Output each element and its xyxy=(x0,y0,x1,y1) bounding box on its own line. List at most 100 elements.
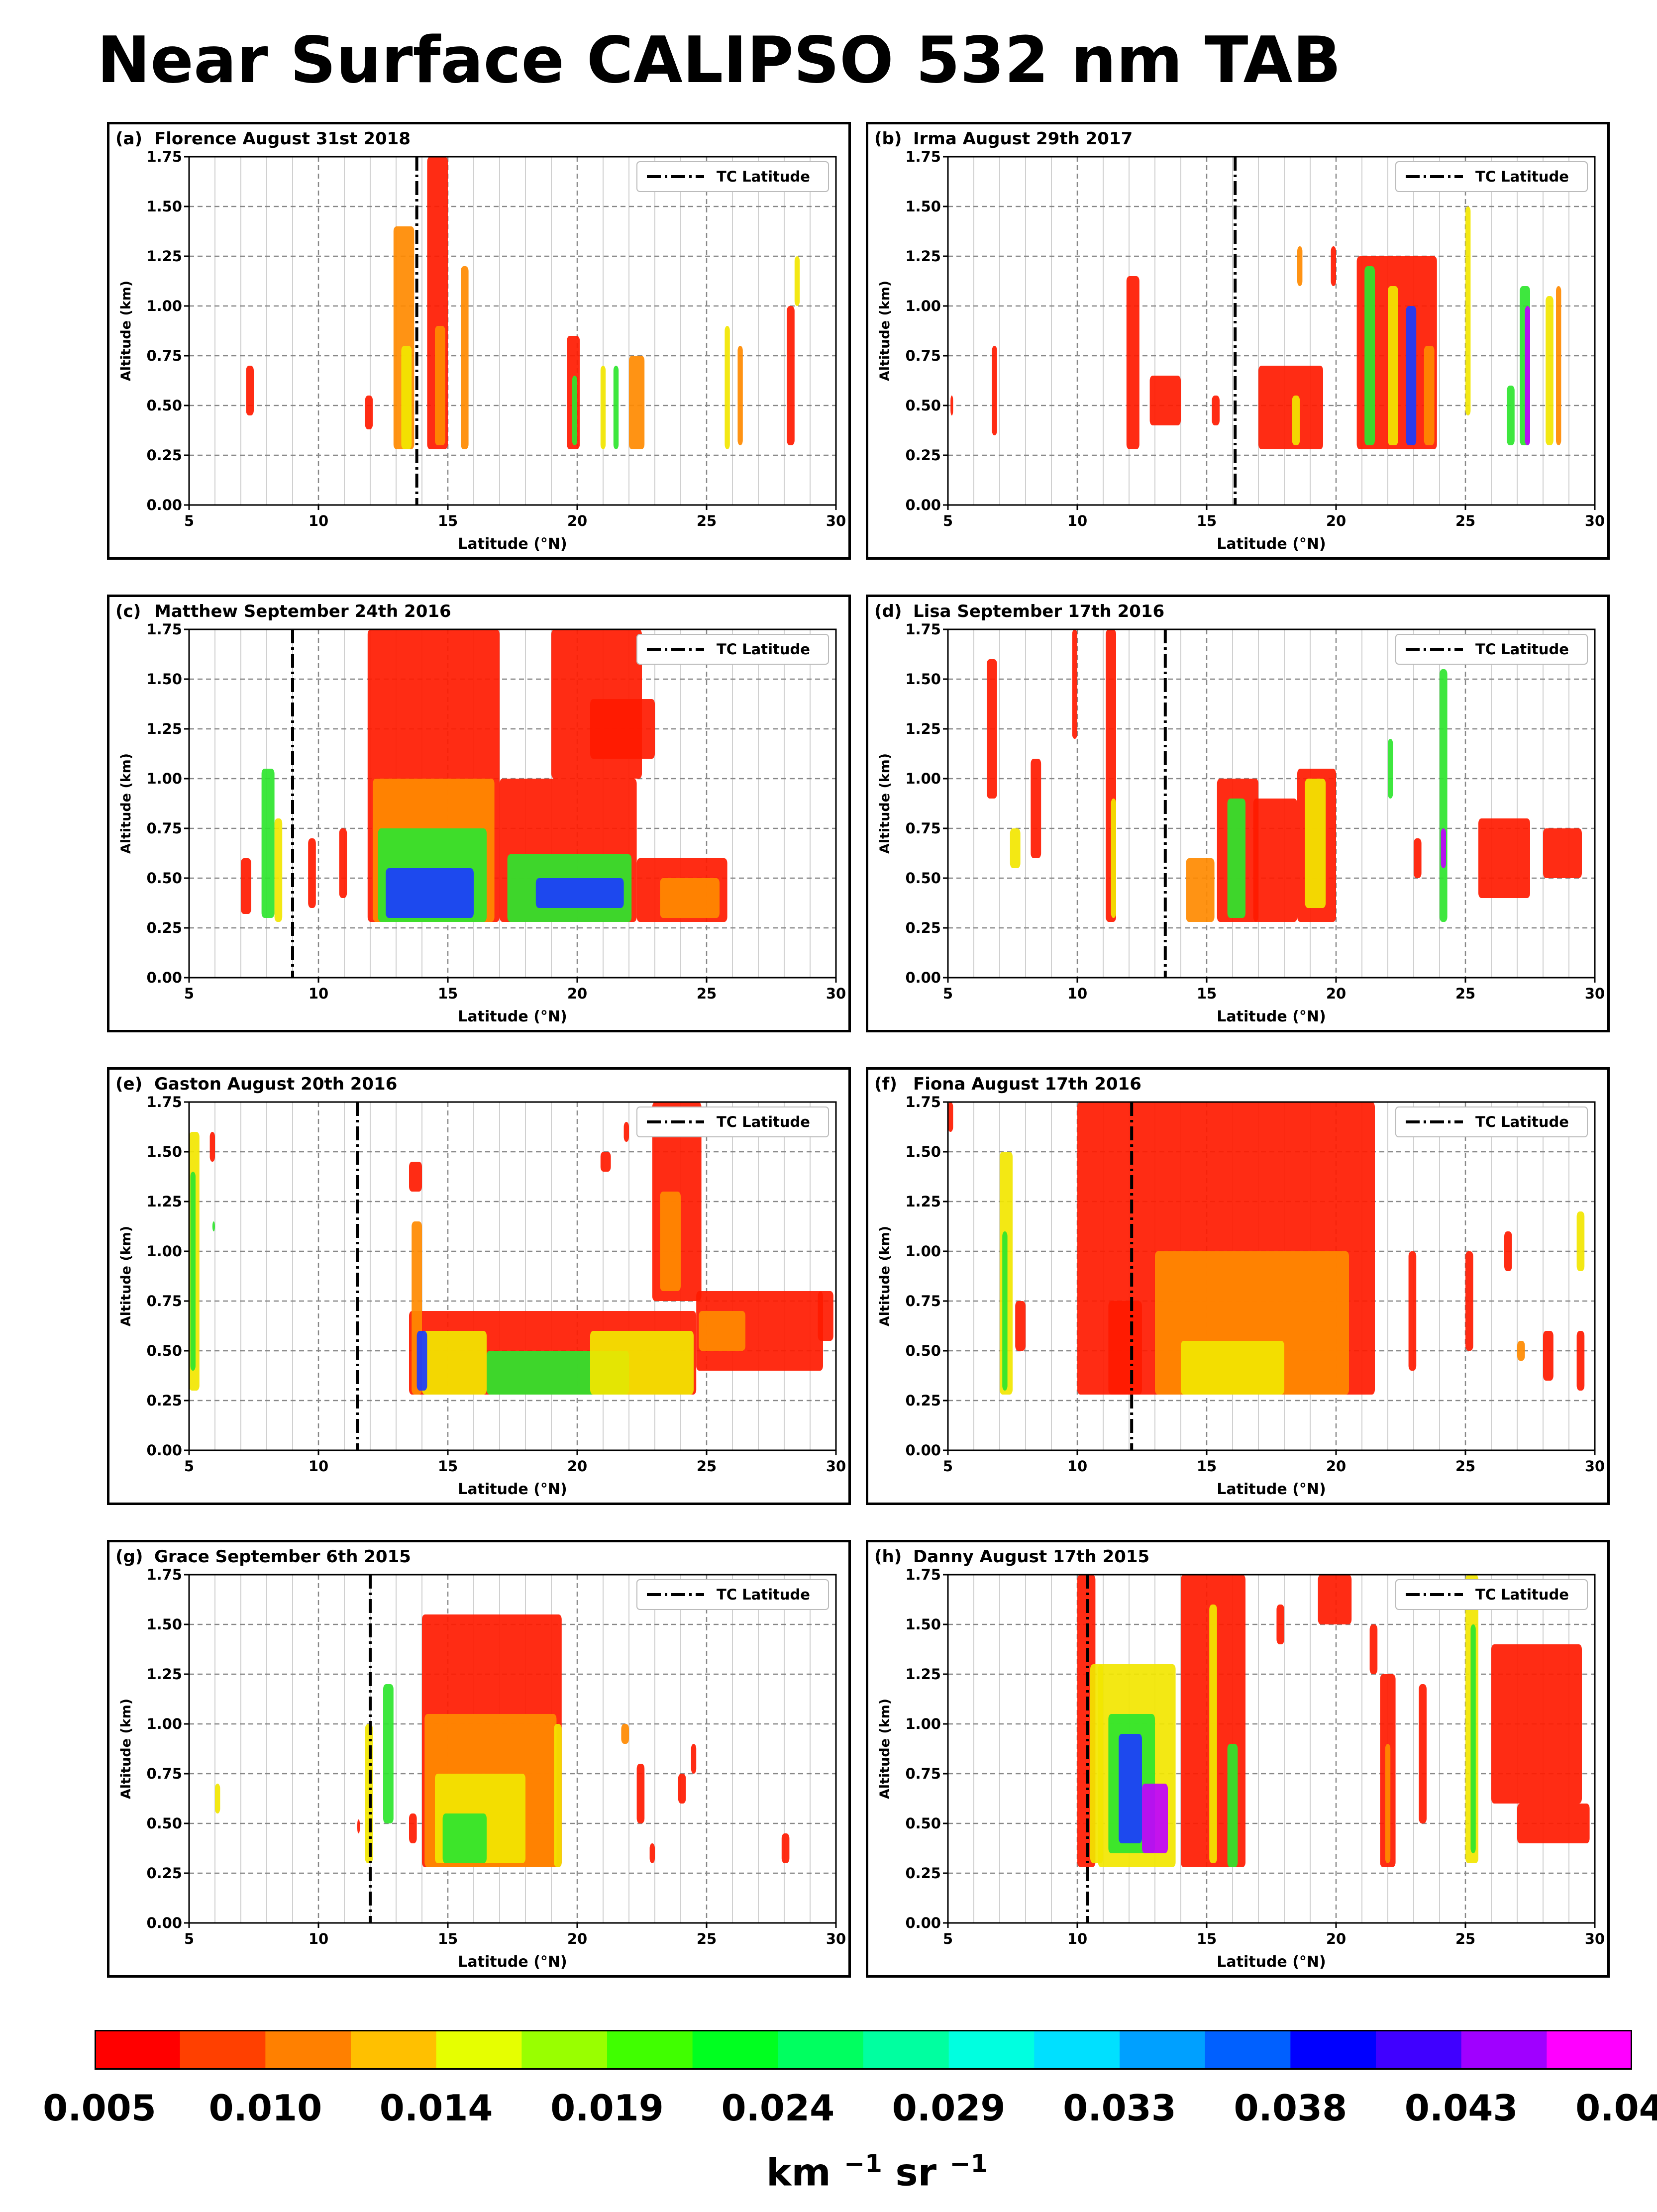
data-layer xyxy=(987,629,1582,922)
x-tick-label: 30 xyxy=(1585,512,1605,529)
data-patch xyxy=(950,396,953,415)
y-tick-label: 0.00 xyxy=(146,969,182,986)
data-patch xyxy=(590,699,655,759)
legend-label: TC Latitude xyxy=(1475,1586,1569,1603)
x-tick-label: 15 xyxy=(438,1458,458,1475)
data-patch xyxy=(212,1221,215,1231)
data-patch xyxy=(660,1192,681,1291)
colorbar-tick-label: 0.005 xyxy=(43,2087,156,2129)
x-tick-label: 20 xyxy=(1326,985,1346,1002)
data-patch xyxy=(1258,366,1323,449)
data-patch xyxy=(1108,1301,1142,1395)
data-patch xyxy=(209,1132,215,1162)
panel-b: 5 10 15 20 25 30 0.00 0.25 0.50 0.75 1.00 1.25 1.50 1… xyxy=(866,122,1610,560)
x-tick-label: 5 xyxy=(184,1930,194,1947)
y-tick-label: 0.50 xyxy=(905,397,941,414)
panel-f: 5 10 15 20 25 30 0.00 0.25 0.50 0.75 1.00 1.25 1.50 1… xyxy=(866,1067,1610,1505)
y-tick-label: 1.25 xyxy=(146,248,182,265)
data-patch xyxy=(660,878,720,918)
data-patch xyxy=(1227,799,1245,918)
data-patch xyxy=(948,1102,953,1132)
panel-plot: 5 10 15 20 25 30 0.00 0.25 0.50 0.75 1.00 1.25 1.50 1… xyxy=(874,602,1605,1025)
units-exp1: −1 xyxy=(844,2149,882,2178)
x-tick-label: 10 xyxy=(1067,1930,1087,1947)
data-patch xyxy=(992,346,997,435)
y-axis-label: Altitude (km) xyxy=(118,1699,134,1799)
x-tick-label: 15 xyxy=(438,512,458,529)
y-tick-label: 1.00 xyxy=(905,298,941,314)
data-patch xyxy=(1385,1744,1391,1863)
x-tick-label: 25 xyxy=(1455,1930,1475,1947)
x-tick-label: 30 xyxy=(1585,1458,1605,1475)
axes-frame xyxy=(188,628,837,979)
colorbar-tick-label: 0.038 xyxy=(1234,2087,1347,2129)
y-tick-label: 0.50 xyxy=(146,1815,182,1832)
panel-title: Florence August 31st 2018 xyxy=(154,129,411,149)
data-layer xyxy=(950,206,1561,449)
data-patch xyxy=(987,659,997,799)
panel-label: (h) xyxy=(874,1547,902,1567)
x-tick-label: 5 xyxy=(943,1930,953,1947)
main-title: Near Surface CALIPSO 532 nm TAB xyxy=(97,23,1342,98)
x-tick-label: 20 xyxy=(1326,512,1346,529)
panel-label: (c) xyxy=(115,602,141,621)
data-patch xyxy=(1305,779,1326,908)
data-patch xyxy=(1470,1624,1476,1853)
data-patch xyxy=(1440,669,1448,922)
x-axis-label: Latitude (°N) xyxy=(1217,1008,1326,1025)
panel-g: 5 10 15 20 25 30 0.00 0.25 0.50 0.75 1.00 1.25 1.50 1… xyxy=(107,1540,851,1978)
data-patch xyxy=(274,818,283,922)
colorbar-tick-label: 0.043 xyxy=(1404,2087,1518,2129)
data-patch xyxy=(1181,1341,1284,1395)
panel-c: 5 10 15 20 25 30 0.00 0.25 0.50 0.75 1.00 1.25 1.50 1… xyxy=(107,595,851,1032)
axes-frame xyxy=(947,1574,1596,1924)
y-tick-label: 0.50 xyxy=(905,1815,941,1832)
x-tick-label: 20 xyxy=(1326,1458,1346,1475)
data-patch xyxy=(623,1122,629,1142)
data-patch xyxy=(781,1833,790,1863)
colorbar-tick-label: 0.024 xyxy=(721,2087,835,2129)
data-patch xyxy=(1406,306,1417,445)
colorbar-segment xyxy=(607,2030,693,2070)
colorbar-segment xyxy=(1547,2030,1633,2070)
data-patch xyxy=(1292,396,1300,445)
x-tick-label: 20 xyxy=(567,1930,587,1947)
x-tick-label: 10 xyxy=(1067,1458,1087,1475)
x-tick-label: 25 xyxy=(697,985,717,1002)
data-layer xyxy=(1077,1575,1590,1867)
y-tick-label: 1.50 xyxy=(905,1143,941,1160)
legend-box xyxy=(636,634,829,665)
y-tick-label: 1.75 xyxy=(905,1094,941,1110)
data-patch xyxy=(1331,246,1336,286)
units-exp2: −1 xyxy=(949,2149,988,2178)
data-patch xyxy=(1517,1341,1525,1361)
data-patch xyxy=(1142,1784,1168,1853)
colorbar-segment xyxy=(95,2030,181,2070)
x-tick-label: 15 xyxy=(1197,985,1217,1002)
x-axis-label: Latitude (°N) xyxy=(458,1008,567,1025)
y-axis-label: Altitude (km) xyxy=(877,1226,893,1326)
y-tick-label: 1.75 xyxy=(146,621,182,638)
y-axis-label: Altitude (km) xyxy=(118,1226,134,1326)
data-layer xyxy=(246,157,800,449)
panel-a: 5 10 15 20 25 30 0.00 0.25 0.50 0.75 1.00 1.25 1.50 1… xyxy=(107,122,851,560)
data-patch xyxy=(590,1331,694,1395)
data-patch xyxy=(1318,1575,1352,1624)
data-patch xyxy=(442,1813,487,1863)
data-patch xyxy=(1556,286,1561,445)
legend-label: TC Latitude xyxy=(717,1586,810,1603)
panel-h: 5 10 15 20 25 30 0.00 0.25 0.50 0.75 1.00 1.25 1.50 1… xyxy=(866,1540,1610,1978)
legend-box xyxy=(1395,1579,1588,1610)
y-tick-label: 0.25 xyxy=(146,1865,182,1882)
y-tick-label: 1.75 xyxy=(905,1566,941,1583)
y-tick-label: 0.00 xyxy=(146,497,182,513)
x-tick-label: 10 xyxy=(1067,985,1087,1002)
legend-box xyxy=(1395,634,1588,665)
axes-frame xyxy=(947,156,1596,506)
x-axis-label: Latitude (°N) xyxy=(458,535,567,553)
panel-title: Lisa September 17th 2016 xyxy=(913,602,1164,621)
y-axis-label: Altitude (km) xyxy=(118,281,134,381)
x-axis-label: Latitude (°N) xyxy=(1217,535,1326,553)
y-tick-label: 0.25 xyxy=(905,1392,941,1409)
data-patch xyxy=(1543,1331,1553,1381)
